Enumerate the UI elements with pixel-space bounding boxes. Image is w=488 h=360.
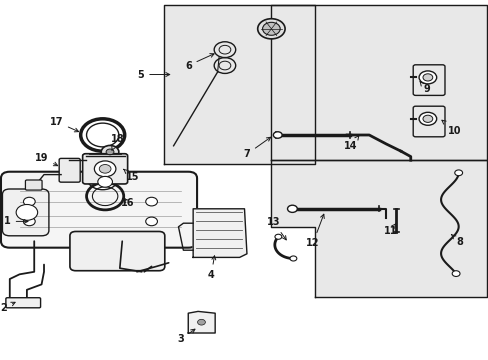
Text: 16: 16 [121,198,135,208]
FancyBboxPatch shape [25,180,42,190]
Circle shape [289,256,296,261]
Text: 15: 15 [123,169,140,182]
Text: 9: 9 [419,82,429,94]
FancyBboxPatch shape [6,298,41,308]
Polygon shape [271,5,486,160]
Text: 10: 10 [441,120,461,136]
Circle shape [418,112,436,125]
Circle shape [145,217,157,226]
Circle shape [94,172,111,185]
Text: 5: 5 [137,69,169,80]
FancyBboxPatch shape [412,106,444,137]
Circle shape [418,71,436,84]
Circle shape [422,115,432,122]
Text: 18: 18 [110,134,124,150]
Text: 17: 17 [49,117,79,132]
Text: 12: 12 [305,214,324,248]
Text: 13: 13 [266,217,285,240]
Circle shape [99,165,111,173]
Circle shape [101,145,119,158]
Circle shape [287,205,297,212]
Circle shape [106,149,114,155]
Polygon shape [163,5,315,164]
Text: 4: 4 [207,256,215,280]
Circle shape [422,74,432,81]
FancyBboxPatch shape [59,158,80,182]
FancyBboxPatch shape [2,189,49,236]
Circle shape [16,204,38,220]
Polygon shape [271,160,486,297]
FancyBboxPatch shape [1,172,197,248]
Text: 7: 7 [243,137,270,159]
Circle shape [273,132,282,138]
Text: 19: 19 [35,153,58,166]
Circle shape [451,271,459,276]
Text: 2: 2 [0,302,15,313]
Text: 14: 14 [344,136,358,151]
Circle shape [454,170,462,176]
Circle shape [94,161,116,177]
Circle shape [145,197,157,206]
Circle shape [98,176,112,187]
FancyBboxPatch shape [70,231,164,271]
Circle shape [274,234,281,239]
FancyBboxPatch shape [82,154,127,184]
Text: 11: 11 [383,223,396,236]
Circle shape [197,319,205,325]
Text: 6: 6 [184,54,214,71]
FancyBboxPatch shape [412,65,444,95]
Text: 3: 3 [177,329,195,345]
Circle shape [23,217,35,226]
Text: 8: 8 [450,234,462,247]
Polygon shape [193,209,246,257]
Circle shape [262,22,280,35]
Text: 1: 1 [4,216,28,226]
Circle shape [87,167,118,190]
Circle shape [257,19,285,39]
Circle shape [23,197,35,206]
Polygon shape [188,311,215,333]
